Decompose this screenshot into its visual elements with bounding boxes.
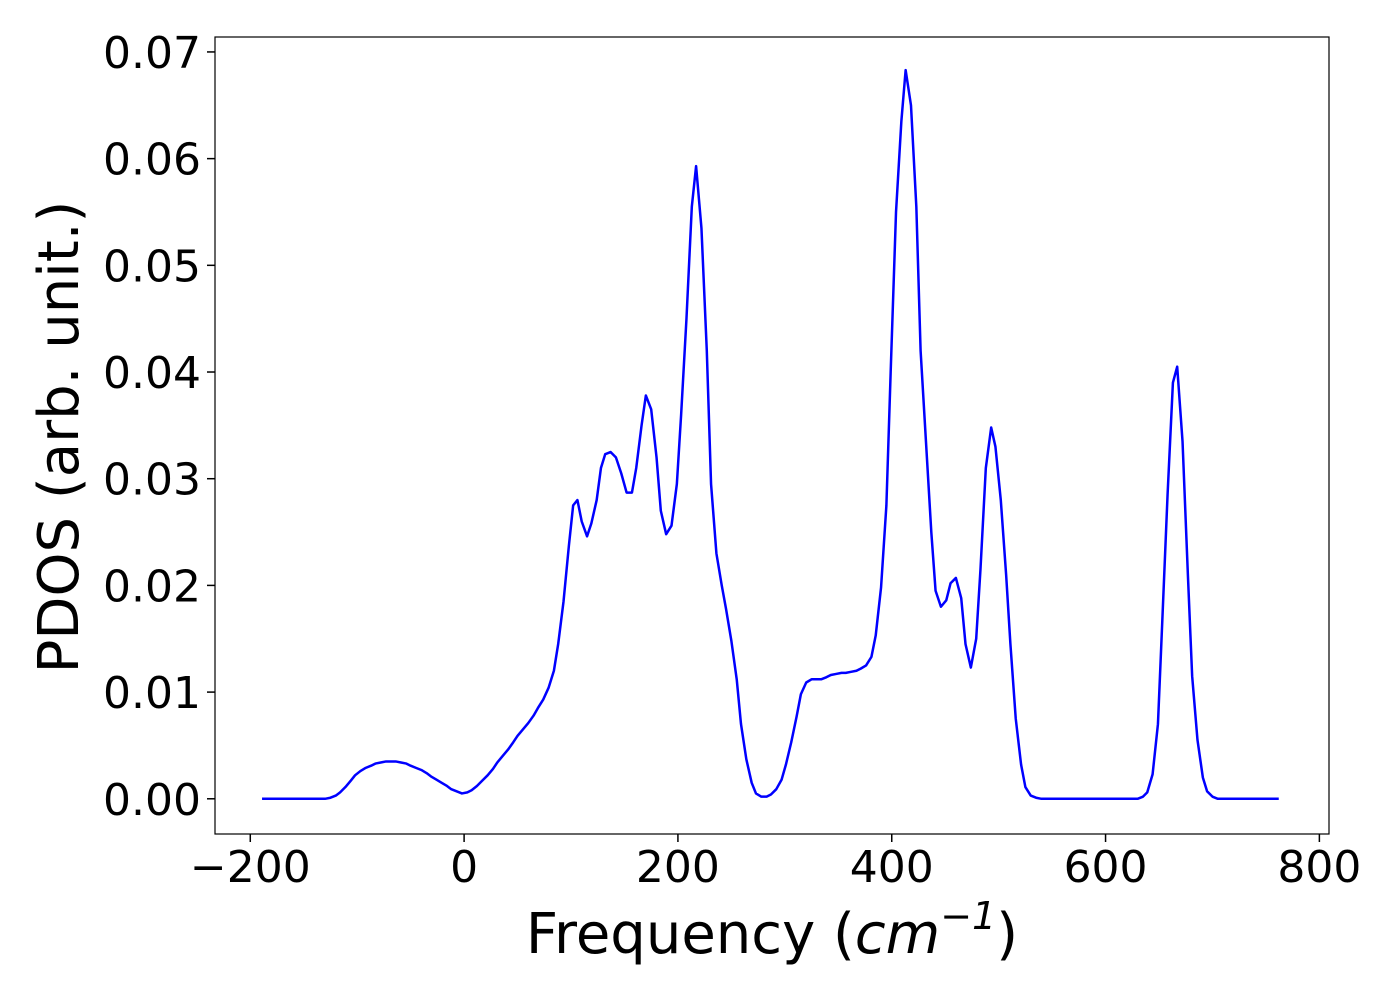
x-tick-label: −200 xyxy=(190,842,311,893)
x-tick-label: 600 xyxy=(1064,842,1148,893)
x-tick-label: 400 xyxy=(850,842,934,893)
x-tick-label: 800 xyxy=(1277,842,1361,893)
y-tick-label: 0.00 xyxy=(103,775,201,826)
pdos-line xyxy=(262,68,1279,801)
y-tick-label: 0.06 xyxy=(103,135,201,186)
x-label-exponent: −1 xyxy=(940,894,996,938)
x-axis-label: Frequency (cm−1) xyxy=(526,894,1018,967)
plot-frame xyxy=(214,36,1330,835)
x-label-unit: cm xyxy=(855,902,940,967)
y-tick-label: 0.04 xyxy=(103,348,201,399)
x-label-close: ) xyxy=(996,902,1018,967)
y-tick-label: 0.05 xyxy=(103,241,201,292)
y-tick-label: 0.03 xyxy=(103,455,201,506)
x-label-text: Frequency ( xyxy=(526,902,855,967)
x-tick-label: 200 xyxy=(636,842,720,893)
y-tick-label: 0.02 xyxy=(103,561,201,612)
y-tick-label: 0.01 xyxy=(103,668,201,719)
y-tick-label: 0.07 xyxy=(103,28,201,79)
x-tick-label: 0 xyxy=(450,842,478,893)
y-axis-label: PDOS (arb. unit.) xyxy=(27,201,92,674)
